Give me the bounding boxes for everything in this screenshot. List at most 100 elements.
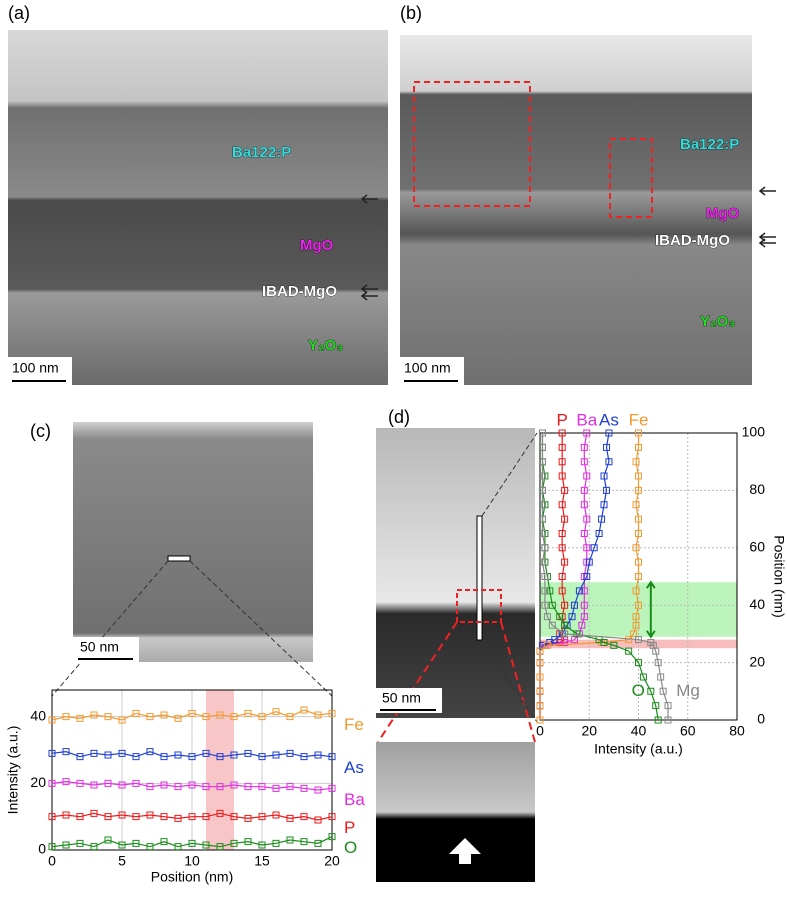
marker (543, 641, 551, 649)
plot-frame (51, 689, 333, 851)
marker (561, 621, 569, 629)
marker (160, 711, 168, 719)
marker (558, 529, 566, 537)
marker (632, 621, 640, 629)
marker (583, 573, 591, 580)
marker (300, 753, 308, 761)
marker (188, 839, 196, 847)
y-tick-label: 20 (749, 653, 765, 669)
marker (632, 613, 640, 621)
series-line (541, 433, 669, 720)
marker (605, 429, 613, 437)
marker (244, 709, 252, 717)
roi-box (456, 589, 502, 623)
marker (76, 714, 84, 722)
marker (272, 708, 280, 716)
x-axis-label: Position (nm) (151, 869, 233, 885)
marker (664, 702, 672, 710)
x-tick-label: 5 (118, 853, 126, 869)
marker (654, 659, 662, 667)
marker (635, 601, 642, 609)
marker (272, 784, 280, 792)
marker (543, 613, 551, 621)
x-tick-label: 10 (184, 853, 200, 869)
marker (104, 813, 112, 821)
marker (538, 515, 546, 523)
marker (558, 429, 566, 437)
marker (541, 544, 549, 552)
series-line (51, 836, 333, 848)
marker (230, 751, 238, 759)
marker (90, 781, 98, 789)
series-label: As (599, 410, 619, 429)
marker (216, 753, 224, 761)
series-label: Fe (629, 410, 649, 429)
marker (146, 811, 154, 819)
micrograph (376, 428, 535, 718)
marker (583, 472, 591, 480)
marker (118, 749, 126, 757)
marker (328, 709, 336, 717)
marker (48, 779, 56, 787)
marker (602, 443, 610, 451)
marker (244, 814, 252, 822)
marker (585, 558, 593, 566)
marker (202, 749, 210, 757)
marker (160, 838, 168, 846)
marker (538, 529, 546, 537)
marker (230, 713, 238, 721)
marker (635, 472, 642, 480)
marker (258, 783, 266, 791)
marker (146, 783, 154, 791)
zoom-line (51, 560, 333, 697)
shaded-range (540, 639, 737, 649)
marker (76, 753, 84, 761)
micrograph (8, 30, 388, 385)
marker (635, 573, 642, 580)
layer-label: Y₂O₃ (700, 313, 735, 330)
marker (625, 636, 633, 644)
marker (580, 613, 588, 621)
line-scan (476, 515, 483, 641)
series-line (51, 751, 333, 758)
marker (561, 639, 569, 647)
marker (314, 839, 322, 847)
marker (635, 558, 642, 566)
marker (174, 783, 182, 791)
x-tick-label: 0 (48, 853, 56, 869)
marker (659, 687, 667, 695)
layer-label: IBAD-MgO (262, 283, 337, 300)
y-tick-label: 100 (742, 424, 766, 440)
y-tick-label: 60 (749, 539, 765, 555)
scale-box (376, 688, 442, 713)
scale-bar-label: 50 nm (80, 639, 119, 655)
marker (538, 443, 546, 451)
scale-bar-label: 50 nm (382, 690, 421, 706)
marker (664, 716, 672, 724)
marker (538, 472, 546, 480)
marker (632, 501, 640, 509)
marker (286, 783, 294, 791)
panel-label: (a) (8, 3, 30, 23)
marker (160, 753, 168, 761)
series-label: Ba (344, 790, 365, 809)
marker (286, 814, 294, 822)
marker (536, 702, 544, 710)
marker (328, 784, 336, 792)
marker (62, 778, 70, 786)
marker (258, 813, 266, 821)
marker (635, 636, 642, 644)
series-label: Fe (344, 715, 364, 734)
marker (561, 515, 569, 523)
marker (146, 843, 154, 851)
marker (551, 636, 559, 644)
marker (174, 714, 182, 722)
arrow (758, 186, 776, 248)
marker (314, 711, 322, 719)
marker (90, 809, 98, 817)
marker (602, 486, 610, 494)
marker (558, 443, 566, 451)
marker (536, 687, 544, 695)
zoom-line (481, 432, 538, 723)
